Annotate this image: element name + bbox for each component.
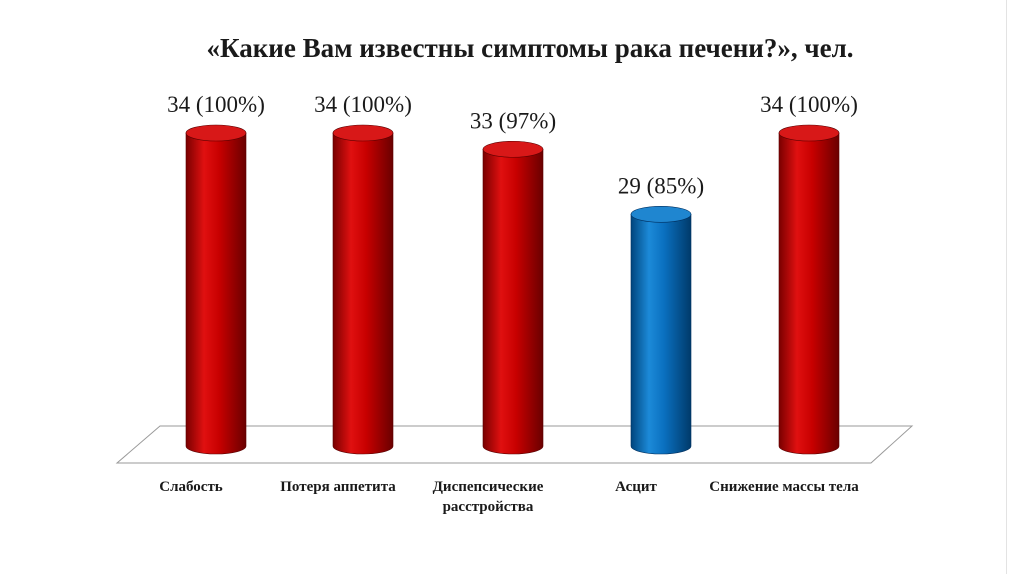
data-label-3: 33 (97%): [470, 108, 556, 133]
bar-top-1: [185, 124, 247, 142]
bar-1: [185, 124, 247, 455]
category-label-5: Снижение массы тела: [709, 479, 859, 495]
data-label-1: 34 (100%): [167, 92, 265, 117]
chart-title: «Какие Вам известны симптомы рака печени…: [206, 33, 854, 63]
data-label-5: 34 (100%): [760, 92, 858, 117]
bar-top-2: [332, 124, 394, 142]
bar-4: [630, 205, 692, 455]
bar-top-4: [630, 205, 692, 223]
category-label-3: Диспепсические расстройства: [432, 479, 544, 515]
bar-body-4: [630, 213, 692, 455]
bar-3: [482, 140, 544, 455]
bar-top-5: [778, 124, 840, 142]
slide-edge-line: [1006, 0, 1007, 574]
bar-body-1: [185, 132, 247, 455]
category-label-4: Асцит: [615, 479, 657, 495]
bar-5: [778, 124, 840, 455]
category-label-1: Слабость: [159, 479, 223, 495]
bar-top-3: [482, 140, 544, 158]
bar-2: [332, 124, 394, 455]
bar-body-2: [332, 132, 394, 455]
data-label-2: 34 (100%): [314, 92, 412, 117]
bar-body-5: [778, 132, 840, 455]
bar-body-3: [482, 148, 544, 455]
category-label-2: Потеря аппетита: [280, 479, 396, 495]
data-label-4: 29 (85%): [618, 173, 704, 198]
